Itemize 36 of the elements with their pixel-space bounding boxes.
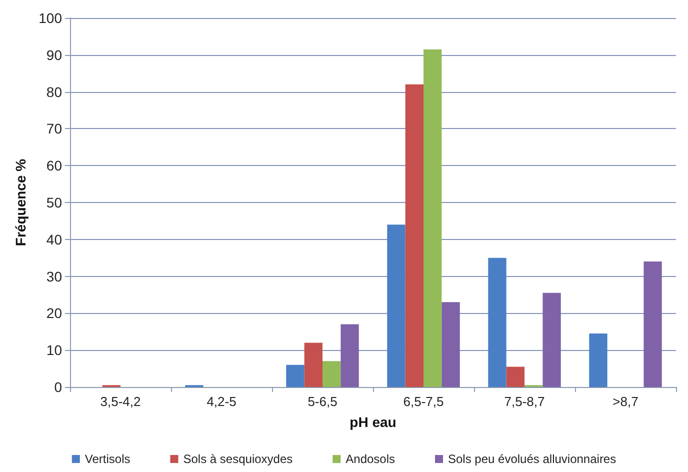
x-tick-label: 5-6,5 bbox=[308, 394, 338, 409]
legend-label: Sols à sesquioxydes bbox=[183, 452, 293, 466]
bar bbox=[506, 366, 524, 387]
bar bbox=[304, 342, 322, 387]
y-tick-label: 90 bbox=[46, 46, 62, 63]
x-tick-label: 6,5-7,5 bbox=[403, 394, 444, 409]
bar bbox=[442, 302, 460, 387]
bar bbox=[644, 262, 662, 387]
legend-label: Vertisols bbox=[84, 452, 130, 466]
y-tick-label: 10 bbox=[46, 342, 62, 358]
bar bbox=[286, 364, 304, 387]
bar bbox=[488, 258, 506, 387]
bar bbox=[405, 84, 424, 387]
bar bbox=[340, 324, 359, 387]
y-tick-label: 0 bbox=[54, 379, 62, 395]
bar bbox=[387, 224, 406, 387]
y-tick-label: 100 bbox=[38, 10, 62, 26]
x-tick-label: 3,5-4,2 bbox=[100, 394, 141, 409]
y-tick-label: 70 bbox=[46, 120, 62, 137]
x-tick-label: 4,2-5 bbox=[206, 394, 236, 409]
y-tick-label: 50 bbox=[46, 194, 62, 210]
y-tick-label: 30 bbox=[46, 268, 62, 284]
y-axis-title: Fréquence % bbox=[12, 158, 29, 246]
x-tick-label: 7,5-8,7 bbox=[504, 394, 545, 409]
bar bbox=[542, 292, 561, 387]
x-tick-label: >8,7 bbox=[612, 394, 638, 409]
legend-label: Andosols bbox=[346, 452, 396, 466]
x-axis-title: pH eau bbox=[350, 414, 396, 430]
y-tick-label: 60 bbox=[46, 158, 62, 174]
legend-label: Sols peu évolués alluvionnaires bbox=[448, 452, 616, 466]
y-tick-label: 20 bbox=[46, 305, 62, 322]
bar bbox=[424, 49, 442, 387]
y-tick-label: 40 bbox=[46, 231, 62, 248]
y-tick-label: 80 bbox=[46, 84, 62, 100]
bar bbox=[322, 361, 341, 387]
bar bbox=[589, 333, 608, 387]
